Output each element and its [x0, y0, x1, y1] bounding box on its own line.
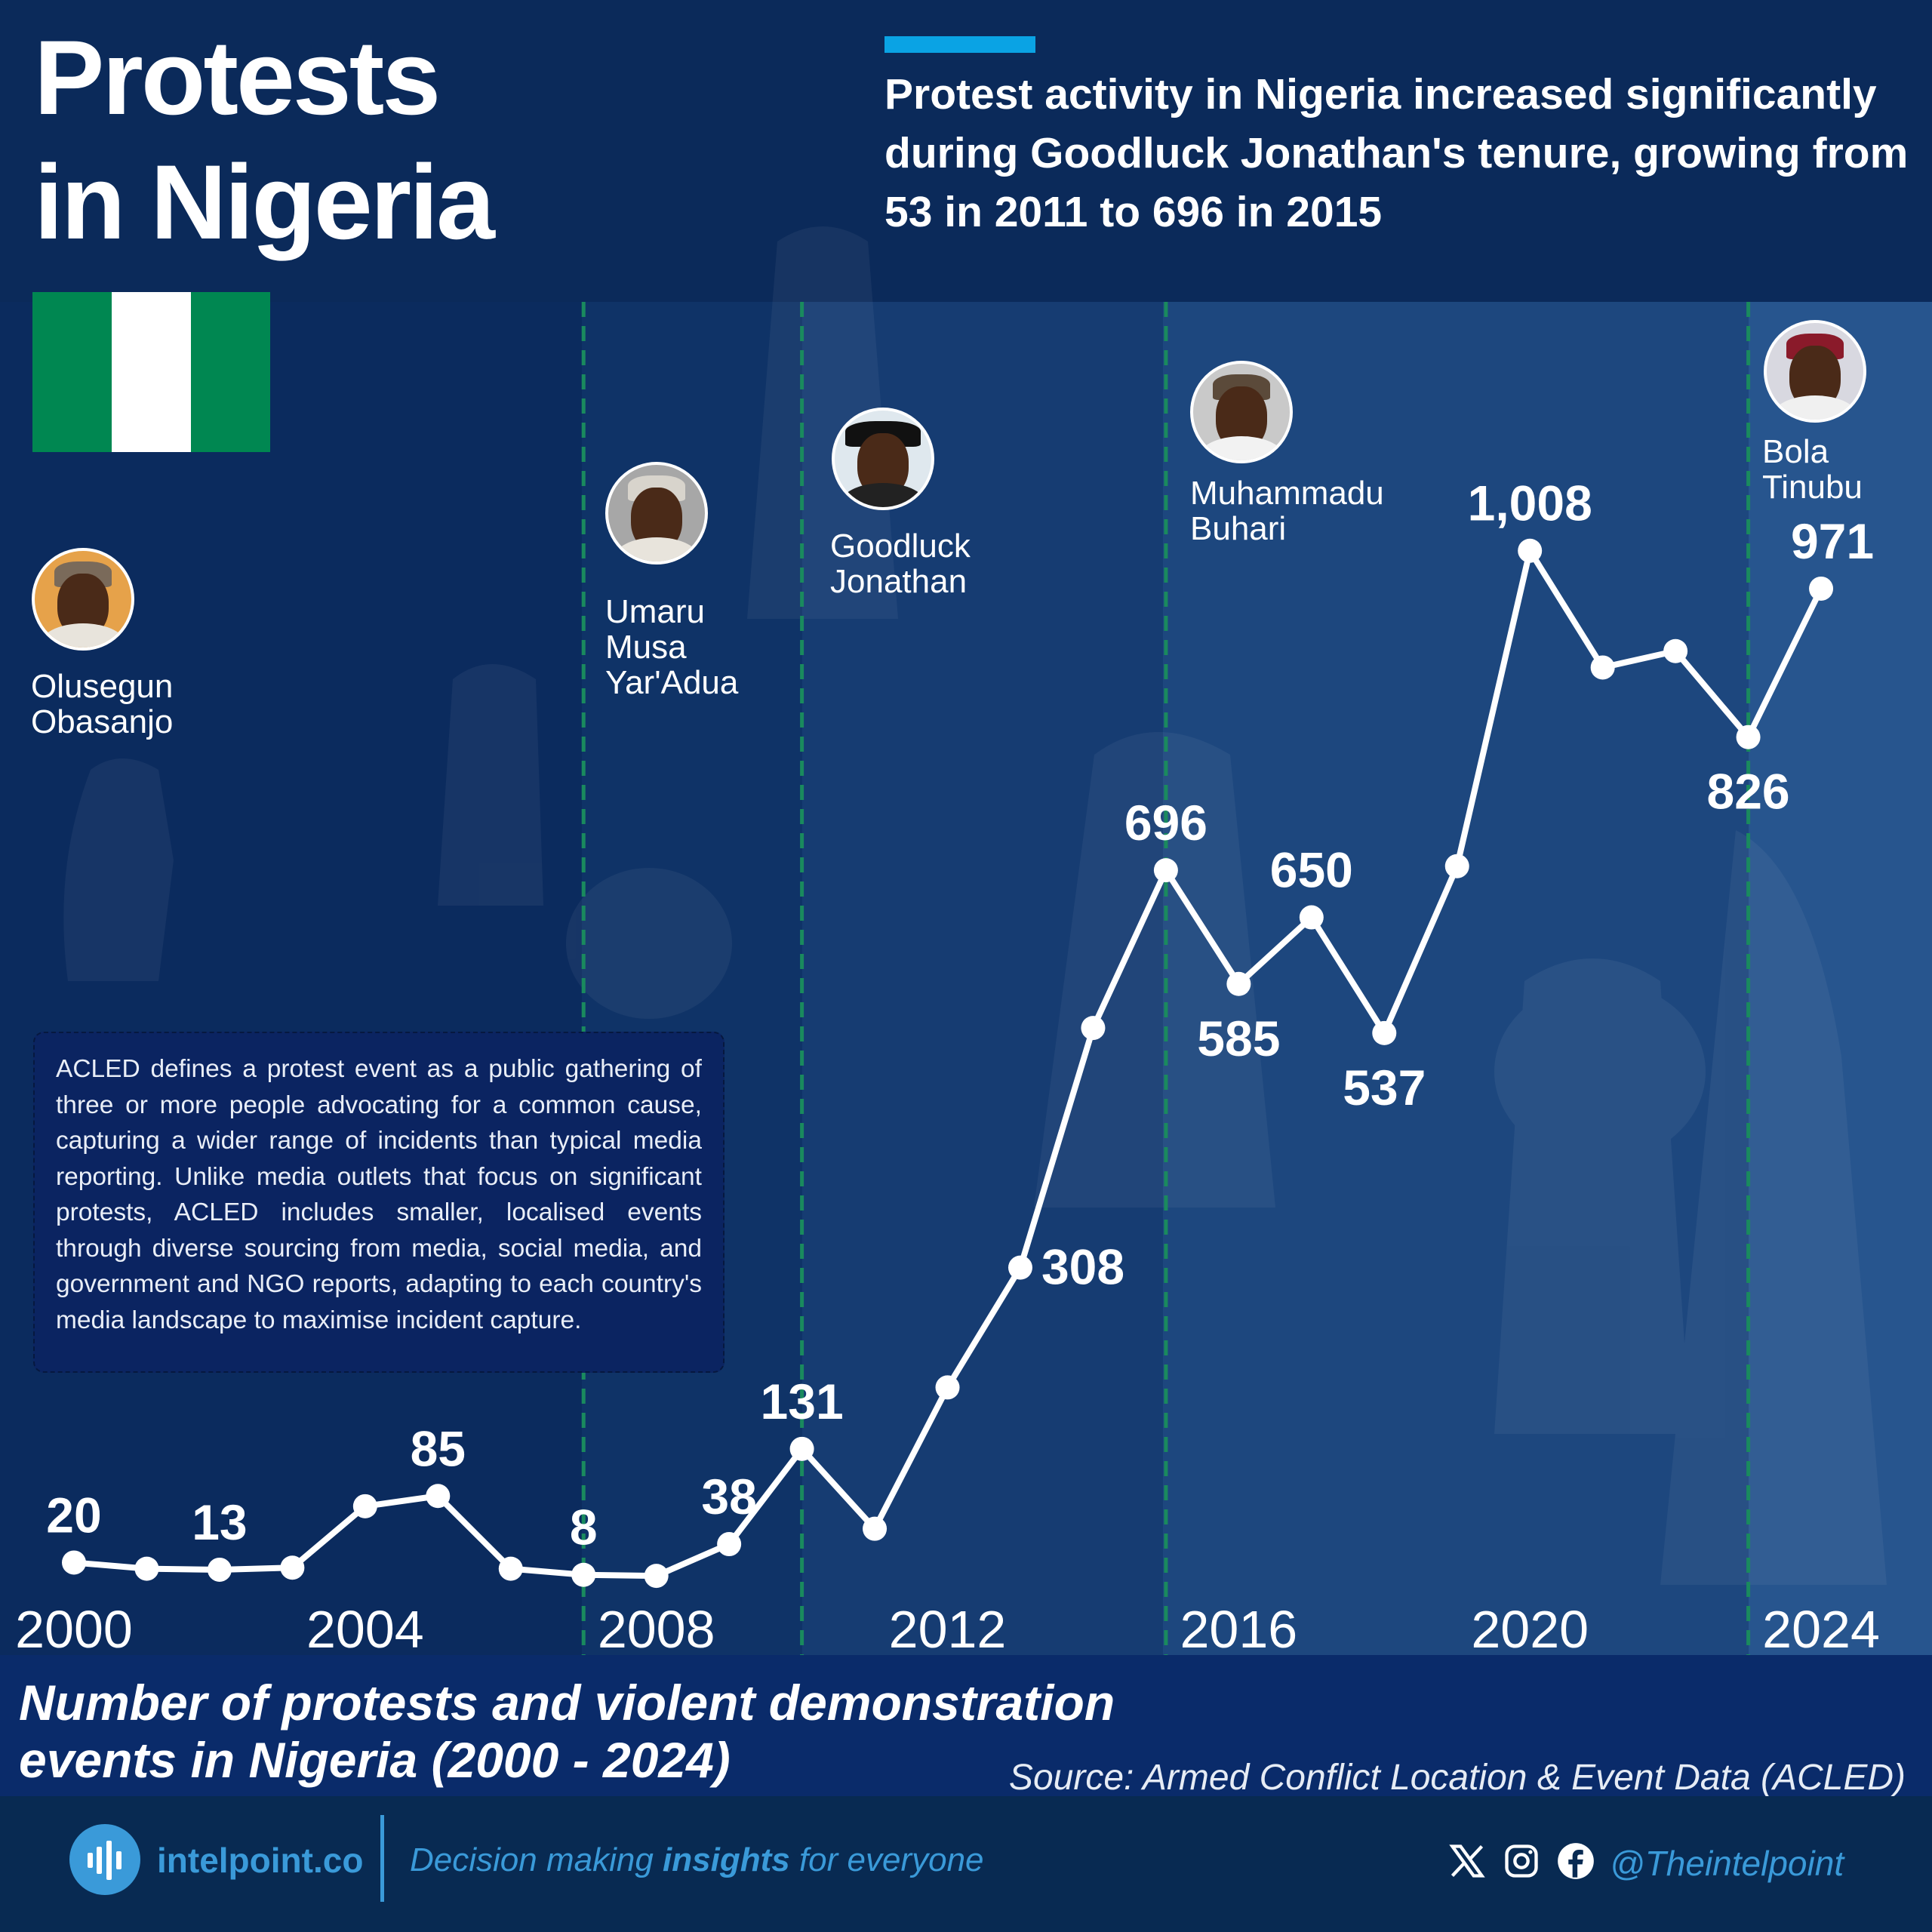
- brand-link[interactable]: intelpoint.co: [157, 1841, 364, 1880]
- president-name-buhari: Muhammadu Buhari: [1190, 475, 1384, 547]
- intelpoint-logo-icon[interactable]: [69, 1824, 140, 1895]
- x-tick-label-2016: 2016: [1180, 1600, 1297, 1655]
- data-point-2024: [1809, 576, 1834, 601]
- data-label-2000: 20: [46, 1487, 101, 1543]
- protest-silhouettes-decoration: [63, 226, 1887, 1585]
- x-tick-label-2024: 2024: [1762, 1600, 1880, 1655]
- data-point-2004: [352, 1494, 377, 1518]
- data-point-2022: [1663, 638, 1688, 663]
- president-name-tinubu: Bola Tinubu: [1762, 433, 1863, 506]
- page-title: Protests in Nigeria: [34, 15, 495, 264]
- data-point-2009: [717, 1532, 742, 1557]
- title-line-1: Protests: [34, 18, 441, 137]
- data-point-2007: [571, 1562, 596, 1587]
- buhari-portrait: [1190, 361, 1293, 463]
- title-line-2: in Nigeria: [34, 143, 495, 261]
- data-point-2020: [1518, 538, 1543, 563]
- data-point-2021: [1590, 655, 1615, 680]
- data-label-2017: 650: [1270, 842, 1353, 898]
- data-label-2009: 38: [701, 1469, 756, 1524]
- data-point-2018: [1372, 1020, 1397, 1045]
- source-text: Source: Armed Conflict Location & Event …: [1008, 1758, 1906, 1798]
- tagline: Decision making insights for everyone: [410, 1841, 984, 1878]
- footer: [0, 1796, 1932, 1932]
- x-tick-label-2020: 2020: [1471, 1600, 1589, 1655]
- x-tick-label-2008: 2008: [598, 1600, 715, 1655]
- yaradua-portrait: [605, 462, 708, 565]
- data-label-2016: 585: [1197, 1011, 1280, 1066]
- tinubu-portrait: [1764, 320, 1866, 423]
- x-tick-label-2012: 2012: [889, 1600, 1007, 1655]
- data-point-2015: [1153, 858, 1178, 883]
- data-label-2013: 308: [1041, 1239, 1124, 1295]
- nigeria-flag-icon: [32, 292, 270, 452]
- data-point-2019: [1444, 854, 1469, 878]
- caption-band: [0, 1655, 1932, 1796]
- data-point-2003: [280, 1555, 305, 1580]
- data-point-2012: [935, 1375, 960, 1400]
- data-point-2006: [498, 1556, 523, 1581]
- footer-divider: [380, 1815, 384, 1902]
- chart-title: Number of protests and violent demonstra…: [19, 1675, 1115, 1788]
- data-point-2005: [426, 1484, 451, 1509]
- data-point-2002: [207, 1557, 232, 1582]
- headline: Protest activity in Nigeria increased si…: [884, 70, 1909, 236]
- data-point-2000: [62, 1550, 86, 1575]
- x-tick-label-2000: 2000: [15, 1600, 133, 1655]
- data-label-2023: 826: [1707, 764, 1790, 820]
- data-point-2016: [1226, 971, 1251, 996]
- data-point-2013: [1008, 1255, 1032, 1280]
- accent-bar: [884, 36, 1035, 53]
- data-point-2011: [863, 1516, 888, 1541]
- president-name-jonathan: Goodluck Jonathan: [830, 528, 971, 600]
- data-point-2023: [1736, 724, 1761, 749]
- acled-definition-note: ACLED defines a protest event as a publi…: [33, 1032, 724, 1373]
- data-point-2001: [134, 1556, 159, 1581]
- president-name-obasanjo: Olusegun Obasanjo: [31, 668, 174, 740]
- data-label-2002: 13: [192, 1494, 247, 1550]
- data-label-2007: 8: [570, 1500, 598, 1555]
- data-point-2014: [1081, 1016, 1106, 1041]
- president-name-yaradua: Umaru Musa Yar'Adua: [605, 593, 739, 701]
- data-label-2010: 131: [761, 1374, 844, 1429]
- data-label-2005: 85: [411, 1420, 466, 1476]
- data-label-2020: 1,008: [1468, 475, 1592, 531]
- instagram-icon[interactable]: [1502, 1841, 1541, 1881]
- x-twitter-icon[interactable]: [1447, 1841, 1487, 1881]
- data-point-2008: [644, 1564, 669, 1589]
- facebook-icon[interactable]: [1556, 1841, 1595, 1881]
- social-handle[interactable]: @Theintelpoint: [1610, 1844, 1844, 1883]
- jonathan-portrait: [832, 408, 934, 510]
- data-point-2010: [789, 1436, 814, 1461]
- x-tick-label-2004: 2004: [306, 1600, 424, 1655]
- data-point-2017: [1299, 905, 1324, 930]
- data-label-2015: 696: [1124, 795, 1208, 851]
- data-label-2018: 537: [1343, 1060, 1426, 1115]
- obasanjo-portrait: [32, 548, 134, 651]
- data-label-2024: 971: [1791, 513, 1874, 569]
